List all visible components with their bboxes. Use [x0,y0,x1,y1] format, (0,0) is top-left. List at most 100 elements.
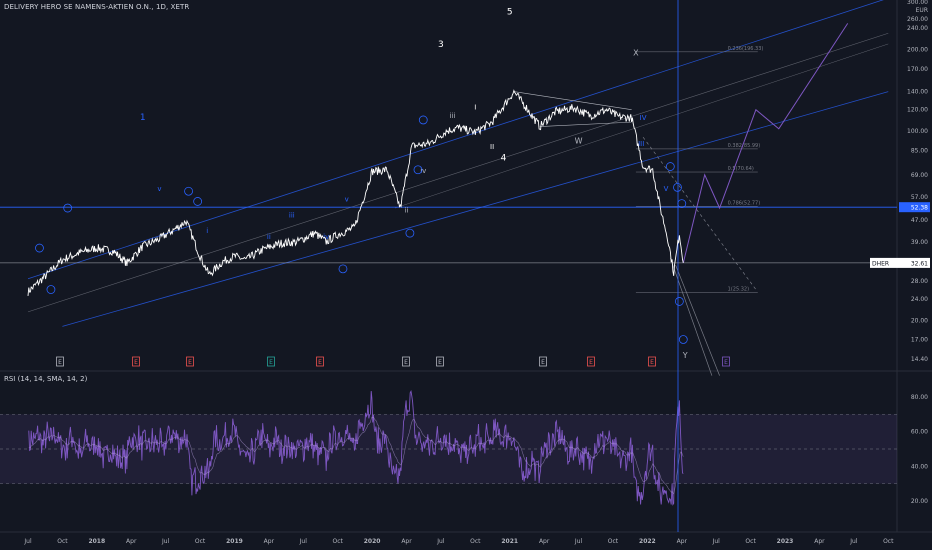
down-channel-line [670,258,712,376]
last-price-symbol: DHER [872,260,889,267]
triangle-line [540,122,632,126]
time-tick-label: Jul [849,538,858,545]
marked-level-value: 52.38 [911,205,928,212]
time-tick-label: 2021 [501,538,518,545]
wave-label: ii [267,233,271,241]
event-marker-label: E [188,359,192,366]
price-tick-label: 28.00 [911,278,928,285]
wave-circle-marker [419,116,427,124]
wave-label: 5 [507,7,513,17]
wave-circle-marker [194,197,202,205]
price-tick-label: 17.00 [911,336,928,343]
rsi-tick-label: 20.00 [911,498,928,505]
wave-label: iv [323,233,329,241]
price-tick-label: 240.00 [907,25,928,32]
last-price-value: 32.61 [911,260,928,267]
price-tick-label: 170.00 [907,66,928,73]
fib-level-label: 0.382(85.99) [728,143,761,149]
event-marker-label: E [438,359,442,366]
rsi-tick-label: 40.00 [911,463,928,470]
wave-circle-marker [666,163,674,171]
wave-circle-marker [35,244,43,252]
event-marker-label: E [404,359,408,366]
wave-label: iv [420,167,426,175]
price-tick-label: 57.00 [911,194,928,201]
wave-circle-marker [679,335,687,343]
event-marker-label: E [58,359,62,366]
wave-circle-marker [339,265,347,273]
time-tick-label: 2018 [88,538,105,545]
rsi-tick-label: 80.00 [911,394,928,401]
time-tick-label: Oct [883,538,894,545]
fib-level-label: 0.786(52.77) [728,200,761,206]
time-tick-label: Apr [539,538,550,545]
price-tick-label: 39.00 [911,239,928,246]
wave-circle-marker [185,187,193,195]
price-tick-label: 47.00 [911,217,928,224]
price-tick-label: 14.40 [911,356,928,363]
price-tick-label: 20.00 [911,317,928,324]
wave-label: iii [449,112,455,120]
wave-label: 3 [438,40,444,50]
time-tick-label: Oct [745,538,756,545]
time-tick-label: Oct [470,538,481,545]
time-tick-label: 2020 [364,538,381,545]
time-tick-label: Apr [264,538,275,545]
rsi-pane [0,391,897,504]
event-marker-label: E [589,359,593,366]
event-marker-label: E [318,359,322,366]
trend-channel-line [395,44,888,208]
wave-label: iii [289,211,295,219]
wave-label: 1 [140,113,146,123]
time-tick-label: Apr [814,538,825,545]
wave-label: X [633,49,639,58]
price-tick-label: 85.00 [911,147,928,154]
time-tick-label: Oct [608,538,619,545]
wave-label: ii [405,207,409,215]
price-tick-label: 24.00 [911,296,928,303]
time-tick-label: Oct [333,538,344,545]
fib-level-label: 0.236(196.33) [728,46,764,52]
wave-label: IV [640,114,647,122]
currency-label: EUR [916,7,928,14]
price-tick-label: 69.00 [911,172,928,179]
rsi-tick-label: 60.00 [911,429,928,436]
time-tick-label: Apr [677,538,688,545]
wave-label: v [157,185,161,193]
event-marker-label: E [134,359,138,366]
trend-channel-line [28,33,888,312]
wave-circle-marker [64,204,72,212]
wave-label: Y [682,351,688,360]
wave-circle-marker [47,286,55,294]
event-marker-label: E [724,359,728,366]
time-tick-label: Jul [436,538,445,545]
event-marker-label: E [269,359,273,366]
wave-label: 4 [501,153,507,163]
wave-label: I [474,104,476,112]
time-tick-label: Apr [126,538,137,545]
event-marker-label: E [541,359,545,366]
price-tick-label: 140.00 [907,89,928,96]
dashed-target-line [643,137,756,289]
time-tick-label: Oct [57,538,68,545]
wave-label: II [490,143,494,151]
wave-label: V [664,185,669,193]
wave-label: W [575,137,583,146]
time-tick-label: Jul [574,538,583,545]
time-tick-label: Jul [23,538,32,545]
price-tick-label: 200.00 [907,47,928,54]
price-tick-label: 300.00 [907,0,928,6]
event-marker-label: E [650,359,654,366]
fib-level-label: 0.5(70.64) [728,166,754,172]
price-tick-label: 260.00 [907,16,928,23]
price-tick-label: 120.00 [907,107,928,114]
price-tick-label: 100.00 [907,128,928,135]
time-tick-label: Oct [195,538,206,545]
price-series-line [28,91,683,296]
time-tick-label: Jul [299,538,308,545]
time-tick-label: 2023 [777,538,794,545]
trend-channel-line [62,92,888,327]
wave-circle-marker [675,297,683,305]
time-tick-label: Apr [401,538,412,545]
